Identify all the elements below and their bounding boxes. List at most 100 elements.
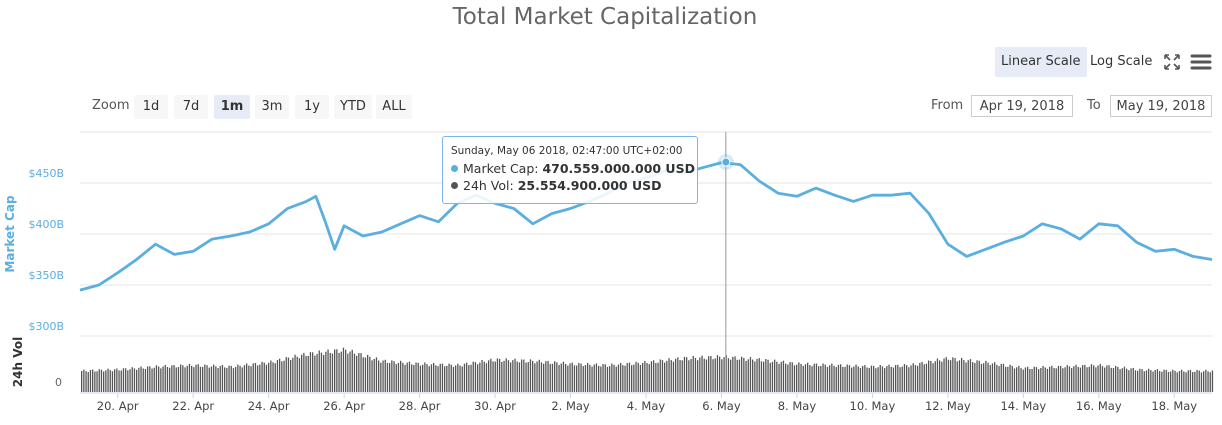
volume-bar [857, 366, 859, 392]
volume-bar [692, 356, 694, 392]
volume-bar [813, 363, 815, 392]
volume-bar [991, 363, 994, 392]
volume-bar [202, 366, 204, 392]
volume-bar [1185, 372, 1187, 392]
volume-bar [1207, 371, 1209, 392]
volume-bar [958, 360, 961, 392]
volume-bar [796, 364, 798, 392]
volume-bar [283, 360, 285, 392]
zoom-1m-button[interactable]: 1m [214, 95, 250, 119]
volume-bar [837, 364, 840, 392]
volume-bar [870, 365, 873, 392]
volume-bar [327, 349, 329, 392]
menu-icon[interactable] [1189, 52, 1213, 72]
volume-bar [477, 364, 479, 392]
volume-bar [866, 367, 868, 392]
volume-bar [703, 358, 705, 392]
volume-bar [226, 367, 228, 392]
volume-bar [620, 362, 622, 392]
zoom-all-button[interactable]: ALL [376, 95, 412, 119]
volume-bar [455, 365, 457, 392]
volume-bar [754, 361, 756, 392]
linear-scale-button[interactable]: Linear Scale [995, 47, 1087, 77]
volume-bar [433, 362, 435, 392]
volume-bar [136, 369, 138, 392]
chart-title: Total Market Capitalization [452, 4, 758, 30]
volume-bar [162, 366, 164, 392]
volume-bar [441, 363, 444, 392]
volume-bar [263, 362, 265, 392]
to-date-input[interactable]: May 19, 2018 [1110, 95, 1212, 117]
zoom-3m-button[interactable]: 3m [255, 95, 289, 119]
volume-bar [829, 365, 831, 392]
volume-bar [939, 360, 941, 392]
volume-bar [191, 365, 193, 392]
hover-point[interactable] [721, 157, 731, 167]
volume-bar [1060, 366, 1062, 392]
fullscreen-icon[interactable] [1162, 52, 1182, 72]
volume-bar [1183, 371, 1185, 392]
volume-bar [199, 366, 202, 392]
from-date-input[interactable]: Apr 19, 2018 [971, 95, 1073, 117]
volume-bar [103, 371, 105, 392]
volume-bar [87, 372, 89, 392]
volume-bar [94, 371, 96, 392]
volume-bar [785, 363, 787, 392]
volume-bar [1126, 368, 1128, 392]
tooltip-market-cap-value: 470.559.000.000 USD [542, 161, 695, 176]
volume-bar [741, 356, 743, 392]
volume-bar [1205, 369, 1207, 392]
volume-bar [666, 360, 668, 392]
volume-bar [943, 358, 945, 392]
volume-bar [1071, 368, 1073, 392]
zoom-1y-button[interactable]: 1y [295, 95, 329, 119]
log-scale-button[interactable]: Log Scale [1090, 54, 1153, 69]
volume-bar [798, 362, 800, 392]
volume-bar [413, 365, 415, 392]
y-tick-label: $300B [28, 320, 64, 333]
volume-bar [155, 365, 158, 392]
volume-bar [494, 361, 496, 392]
volume-bar [171, 365, 173, 392]
volume-bar [624, 365, 626, 392]
volume-bar [492, 361, 494, 392]
volume-bar [1148, 368, 1150, 392]
volume-bar [195, 364, 197, 392]
volume-bar [1075, 364, 1077, 392]
volume-bar [1077, 366, 1079, 392]
volume-bar [439, 363, 441, 392]
volume-bar [558, 365, 560, 392]
volume-bar [402, 362, 404, 392]
volume-bar [633, 364, 635, 392]
volume-bar [120, 370, 122, 392]
volume-bar [617, 364, 620, 392]
volume-bar [1200, 372, 1203, 392]
volume-bar [923, 364, 925, 392]
volume-bar [1079, 367, 1082, 392]
zoom-1d-button[interactable]: 1d [134, 95, 168, 119]
volume-bar [182, 365, 184, 392]
volume-bar [345, 349, 347, 392]
zoom-7d-button[interactable]: 7d [174, 95, 208, 119]
volume-bar [1035, 367, 1038, 392]
volume-bar [932, 363, 934, 392]
volume-bar [138, 367, 140, 392]
zoom-label: Zoom [92, 98, 130, 113]
zoom-ytd-button[interactable]: YTD [334, 95, 372, 119]
x-tick-label: 28. Apr [399, 399, 441, 413]
volume-bar [488, 360, 490, 392]
volume-bar [1145, 370, 1148, 392]
volume-bar [1128, 370, 1130, 392]
volume-bar [881, 366, 884, 392]
volume-bar [1018, 365, 1020, 392]
volume-bar [358, 353, 360, 392]
volume-bar [683, 356, 686, 392]
volume-bar [771, 361, 774, 392]
volume-bar [719, 356, 721, 392]
volume-bar [329, 352, 331, 392]
volume-bar [1139, 368, 1141, 392]
volume-bar [353, 353, 356, 392]
volume-bar [362, 357, 364, 392]
tooltip-volume-value: 25.554.900.000 USD [517, 178, 662, 193]
volume-bar [301, 354, 303, 392]
